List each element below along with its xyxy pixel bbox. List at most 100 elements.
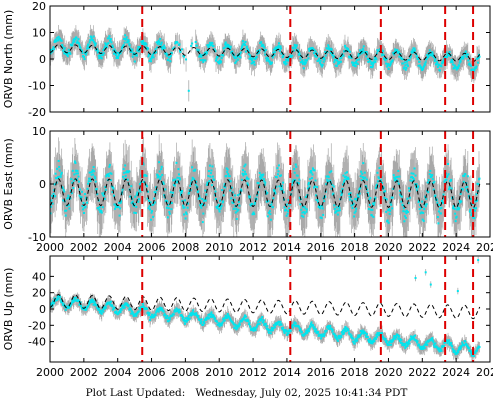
data-point (165, 206, 168, 209)
data-point (187, 318, 190, 321)
data-point (287, 199, 290, 202)
data-point (191, 311, 194, 314)
data-point (372, 62, 375, 65)
data-point (448, 188, 451, 191)
data-point (362, 332, 365, 335)
data-point (286, 333, 289, 336)
data-point (71, 169, 74, 172)
data-point (320, 337, 323, 340)
data-point (149, 316, 152, 319)
data-point (353, 211, 356, 214)
data-point (52, 47, 55, 50)
data-point (411, 49, 414, 52)
data-point (346, 327, 348, 330)
data-point (364, 332, 367, 335)
data-point (391, 59, 394, 62)
y-tick-label: 20 (32, 0, 46, 13)
data-point (244, 163, 247, 166)
data-point (398, 175, 401, 178)
data-point (241, 44, 244, 47)
data-point (311, 324, 314, 327)
data-point (331, 330, 334, 333)
data-point (287, 210, 290, 213)
data-point (163, 44, 166, 47)
data-point (404, 216, 407, 219)
data-point (366, 58, 369, 61)
data-point (152, 53, 155, 56)
data-point (307, 330, 310, 333)
data-point (307, 181, 310, 184)
data-point (450, 60, 453, 63)
data-point (52, 46, 55, 49)
data-point (184, 217, 187, 220)
data-point (286, 212, 289, 215)
data-point (262, 48, 265, 51)
data-point (438, 69, 441, 72)
data-point (183, 55, 186, 58)
data-point (78, 194, 81, 197)
data-point (165, 54, 168, 57)
data-point (173, 178, 176, 181)
data-point (260, 41, 263, 44)
data-point (336, 209, 339, 212)
data-point (317, 330, 320, 333)
data-point (216, 207, 219, 210)
data-point (248, 53, 251, 56)
data-point (352, 63, 355, 66)
data-point (240, 48, 243, 51)
data-point (371, 342, 374, 345)
data-point (157, 310, 160, 313)
data-point (237, 325, 240, 328)
data-point (202, 199, 205, 202)
data-point (154, 52, 157, 55)
data-point (57, 39, 60, 42)
data-point (349, 198, 352, 201)
data-point (414, 49, 417, 52)
data-point (146, 197, 149, 200)
data-point (335, 336, 338, 339)
data-point (201, 198, 204, 201)
data-point (218, 62, 221, 65)
data-point (150, 218, 153, 221)
data-point (347, 49, 350, 52)
data-point (107, 37, 110, 40)
data-point (459, 60, 462, 63)
data-point (273, 189, 276, 192)
data-point (121, 304, 124, 307)
data-point (259, 177, 262, 180)
data-point (288, 207, 291, 210)
data-point (268, 210, 271, 213)
data-point (289, 54, 292, 57)
data-point (375, 52, 378, 55)
data-point (80, 190, 83, 193)
data-point (133, 203, 136, 206)
data-point (68, 51, 71, 54)
data-point (323, 200, 326, 203)
data-point (470, 212, 473, 215)
data-point (476, 57, 479, 60)
data-point (146, 190, 149, 193)
data-point (262, 173, 265, 176)
data-point (274, 323, 277, 326)
data-point (178, 308, 181, 311)
data-point (422, 219, 425, 222)
data-point (422, 66, 425, 69)
data-point (137, 50, 140, 53)
data-point (177, 311, 180, 314)
data-point (262, 320, 265, 323)
data-point (349, 50, 352, 53)
data-point (233, 194, 236, 197)
data-point (245, 177, 248, 180)
data-point (292, 324, 295, 327)
data-point (301, 62, 304, 65)
data-point (245, 46, 248, 49)
data-point (337, 334, 340, 337)
data-point (107, 173, 110, 176)
data-point (115, 204, 118, 207)
data-point (307, 48, 310, 51)
data-point (270, 329, 273, 332)
data-point (212, 315, 215, 318)
data-point (389, 62, 392, 65)
data-point (280, 174, 282, 177)
data-point (172, 313, 175, 316)
